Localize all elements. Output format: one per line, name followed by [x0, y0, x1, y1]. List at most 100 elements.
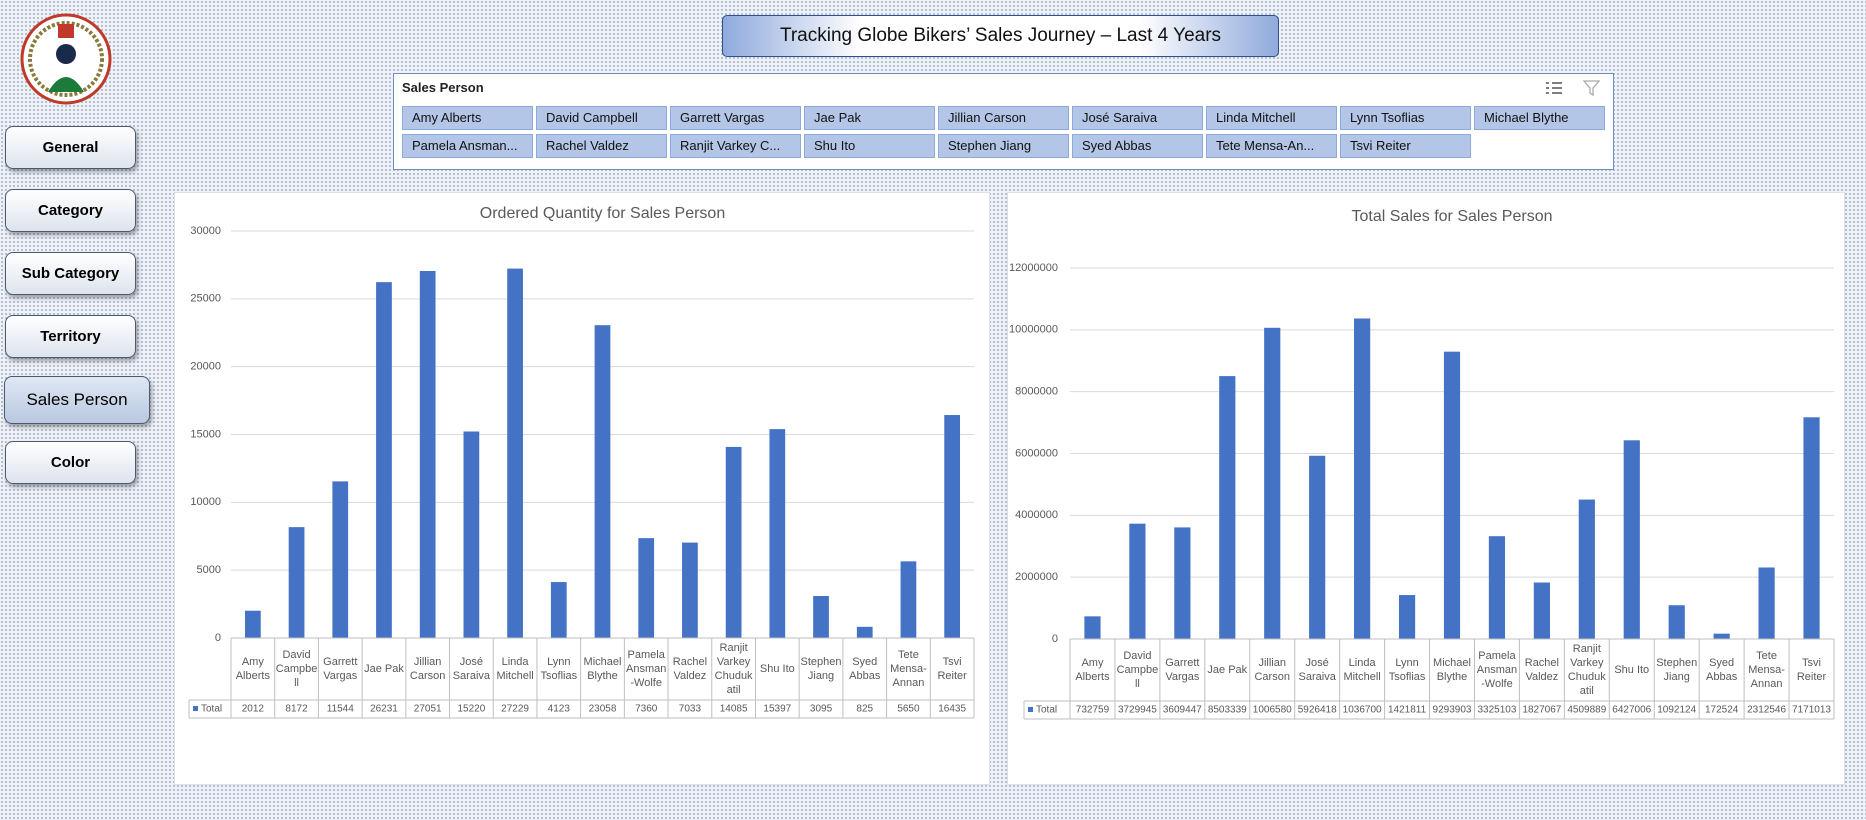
nav-button[interactable]: Sales Person: [4, 376, 150, 424]
x-tick-label: David Campbell: [275, 649, 318, 689]
bar: [1084, 616, 1101, 639]
chart-title: Total Sales for Sales Person: [1352, 208, 1553, 225]
slicer-button[interactable]: Amy Alberts: [402, 106, 533, 130]
x-tick-label: Linda Mitchell: [496, 656, 534, 682]
x-tick-label-box: Tsvi Reiter: [1796, 657, 1827, 683]
y-tick-label: 0: [1052, 633, 1058, 645]
x-tick-label: Syed Abbas: [849, 656, 881, 682]
bar: [1623, 440, 1640, 639]
bar: [550, 582, 567, 638]
table-value: 6427006: [1612, 705, 1651, 716]
x-tick-label: Tsvi Reiter: [937, 656, 967, 682]
slicer-button[interactable]: Tete Mensa-An...: [1206, 134, 1337, 158]
x-tick-label: Rachel Valdez: [1524, 657, 1559, 683]
table-value: 5650: [897, 704, 920, 715]
slicer-button[interactable]: Jae Pak: [804, 106, 935, 130]
slicer-button[interactable]: Syed Abbas: [1072, 134, 1203, 158]
slicer-button[interactable]: Lynn Tsoflias: [1340, 106, 1471, 130]
nav-button[interactable]: Color: [5, 441, 136, 484]
x-tick-label: Jillian Carson: [1254, 657, 1290, 683]
x-tick-label: Michael Blythe: [583, 656, 622, 682]
x-tick-label: Amy Alberts: [235, 656, 270, 682]
slicer: Sales Person Amy Alberts David Campbell Ga…: [393, 73, 1614, 170]
bar: [725, 446, 742, 638]
bar: [1309, 455, 1326, 639]
slicer-button[interactable]: Tsvi Reiter: [1340, 134, 1471, 158]
slicer-button[interactable]: Garrett Vargas: [670, 106, 801, 130]
slicer-button[interactable]: Shu Ito: [804, 134, 935, 158]
table-value: 7033: [679, 704, 702, 715]
bar: [1264, 327, 1281, 639]
nav-button[interactable]: Category: [5, 189, 136, 232]
x-tick-label-box: Lynn Tsoflias: [1389, 657, 1426, 683]
slicer-button[interactable]: Stephen Jiang: [938, 134, 1069, 158]
bar: [507, 268, 523, 638]
chart: Ordered Quantity for Sales Person 0 5000 10…: [188, 205, 975, 719]
x-tick-label-box: Stephen Jiang: [800, 656, 842, 682]
x-tick-label-box: Jae Pak: [1207, 664, 1248, 676]
slicer-button[interactable]: Ranjit Varkey C...: [670, 134, 801, 158]
y-tick-label: 10000000: [1009, 324, 1058, 336]
x-tick-label-box: Stephen Jiang: [1656, 657, 1697, 683]
slicer-button[interactable]: David Campbell: [536, 106, 667, 130]
bar: [1174, 527, 1191, 639]
x-tick-label: Lynn Tsoflias: [540, 656, 578, 682]
slicer-button[interactable]: Pamela Ansman...: [402, 134, 533, 158]
x-tick-label: José Saraiva: [1298, 657, 1336, 683]
y-tick-label: 5000: [197, 564, 221, 576]
table-value: 14085: [720, 704, 748, 715]
slicer-button[interactable]: Michael Blythe: [1474, 106, 1605, 130]
nav-button[interactable]: Sub Category: [5, 252, 136, 295]
table-value: 23058: [589, 704, 617, 715]
slicer-button[interactable]: Jillian Carson: [938, 106, 1069, 130]
x-tick-label-box: Syed Abbas: [1706, 657, 1738, 683]
y-tick-label: 6000000: [1015, 447, 1058, 459]
y-tick-label: 0: [215, 632, 221, 644]
x-tick-label: Jae Pak: [1207, 664, 1248, 676]
bar: [1354, 318, 1371, 639]
multi-select-icon[interactable]: [1545, 80, 1563, 96]
clear-filter-icon[interactable]: [1583, 80, 1601, 96]
x-tick-label: Shu Ito: [1614, 664, 1650, 676]
slicer-button[interactable]: Linda Mitchell: [1206, 106, 1337, 130]
bar: [900, 561, 917, 638]
x-tick-label-box: Jillian Carson: [1254, 657, 1290, 683]
slicer-title: Sales Person: [402, 80, 484, 95]
table-value: 3325103: [1477, 705, 1516, 716]
x-tick-label: Shu Ito: [759, 663, 795, 675]
x-tick-label: Tsvi Reiter: [1796, 657, 1827, 683]
bar: [463, 431, 480, 638]
slicer-button[interactable]: Rachel Valdez: [536, 134, 667, 158]
x-tick-label: Jillian Carson: [409, 656, 446, 682]
nav-button[interactable]: General: [5, 126, 136, 169]
slicer-button[interactable]: José Saraiva: [1072, 106, 1203, 130]
table-value: 26231: [370, 704, 398, 715]
x-tick-label: Rachel Valdez: [672, 656, 708, 682]
x-tick-label-box: Tete Mensa-Annan: [890, 649, 927, 689]
logo: [20, 13, 112, 105]
x-tick-label: Tete Mensa-Annan: [890, 649, 927, 689]
x-tick-label-box: José Saraiva: [453, 656, 490, 682]
x-tick-label-box: Rachel Valdez: [1524, 657, 1559, 683]
table-value: 2012: [242, 704, 265, 715]
bar: [638, 538, 655, 638]
bar: [594, 325, 611, 638]
table-value: 7171013: [1792, 705, 1831, 716]
bar: [376, 282, 392, 638]
x-tick-label-box: Linda Mitchell: [496, 656, 534, 682]
x-tick-label: Stephen Jiang: [800, 656, 842, 682]
dashboard-title: Tracking Globe Bikers’ Sales Journey – L…: [722, 15, 1279, 57]
legend-swatch: [1028, 707, 1033, 712]
nav-button[interactable]: Territory: [5, 315, 136, 358]
bar: [1713, 633, 1730, 639]
table-value: 7360: [635, 704, 658, 715]
table-value: 8172: [285, 704, 308, 715]
table-value: 15220: [457, 704, 485, 715]
x-tick-label: Syed Abbas: [1706, 657, 1738, 683]
bar: [332, 481, 349, 638]
x-tick-label: Jae Pak: [364, 663, 404, 675]
x-tick-label: Amy Alberts: [1075, 657, 1110, 683]
bar: [1219, 376, 1236, 639]
bar: [1803, 417, 1820, 639]
